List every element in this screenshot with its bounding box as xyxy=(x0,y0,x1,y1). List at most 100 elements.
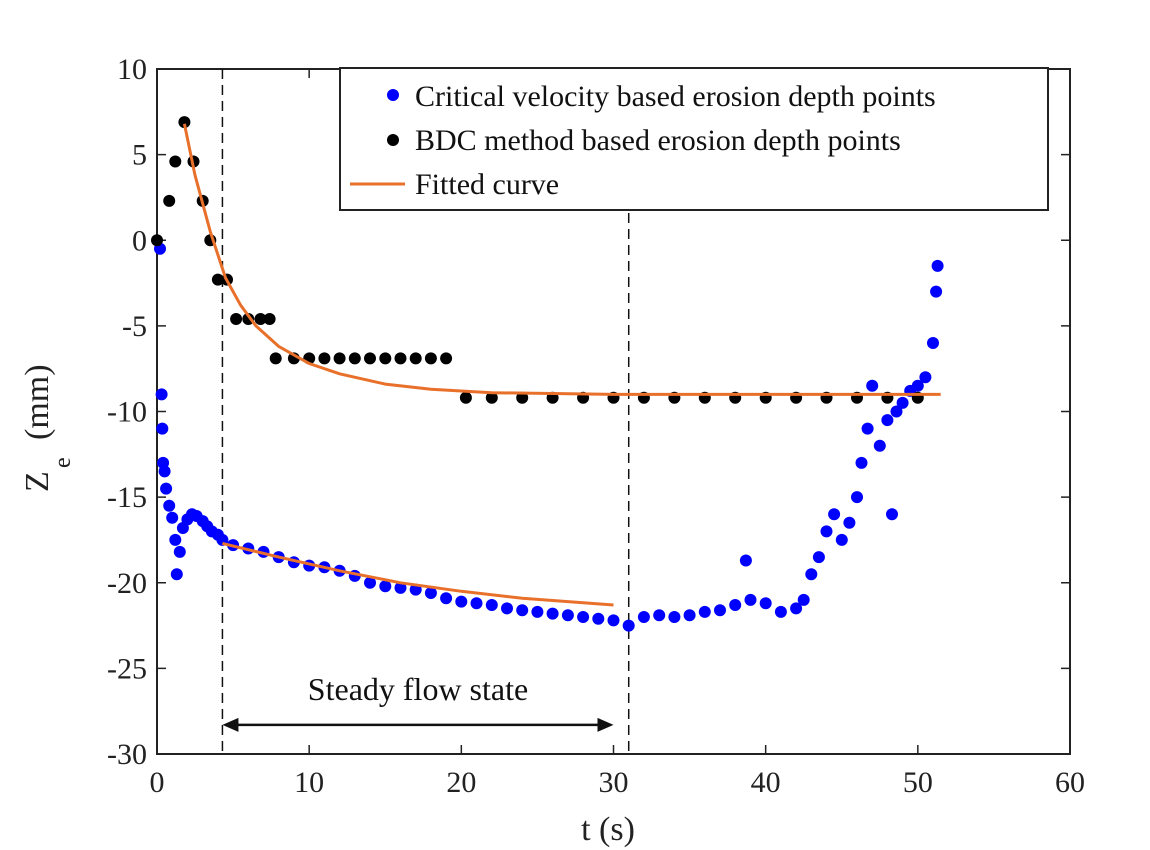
critical-velocity-point xyxy=(653,609,666,622)
x-tick-label: 50 xyxy=(903,766,933,799)
y-tick-label: -20 xyxy=(107,567,147,600)
critical-velocity-point xyxy=(759,597,772,610)
y-tick-label: 5 xyxy=(132,139,147,172)
critical-velocity-point xyxy=(546,607,559,620)
y-tick-label: 10 xyxy=(117,53,147,86)
arrow-head-left xyxy=(222,717,239,732)
arrow-head-right xyxy=(597,717,614,732)
critical-velocity-point xyxy=(919,371,932,384)
y-tick-label: -15 xyxy=(107,481,147,514)
x-axis-label: t (s) xyxy=(581,811,635,848)
critical-velocity-point xyxy=(166,511,179,524)
critical-velocity-point xyxy=(622,619,635,632)
bdc-point xyxy=(318,352,331,365)
critical-velocity-point xyxy=(470,597,483,610)
bdc-point xyxy=(230,313,243,325)
y-axis-label: Z xyxy=(19,471,56,492)
data-series xyxy=(151,116,944,632)
critical-velocity-point xyxy=(394,581,407,594)
critical-velocity-point xyxy=(501,602,513,615)
critical-velocity-point xyxy=(797,593,810,606)
steady-flow-label: Steady flow state xyxy=(308,671,528,707)
x-tick-label: 0 xyxy=(150,766,165,799)
critical-velocity-point xyxy=(485,599,498,611)
critical-velocity-point xyxy=(531,605,544,618)
y-axis-label-group: Z e (mm) xyxy=(19,364,76,492)
critical-velocity-point xyxy=(637,611,650,623)
critical-velocity-point xyxy=(886,508,898,521)
bdc-point xyxy=(333,352,346,365)
critical-velocity-point xyxy=(683,609,696,622)
legend-box xyxy=(339,67,1049,211)
bdc-point xyxy=(254,313,267,325)
y-tick-label: 0 xyxy=(132,224,147,257)
y-axis-label-subscript: e xyxy=(50,457,76,468)
bdc-point xyxy=(178,116,191,129)
critical-velocity-point xyxy=(455,595,468,608)
x-tick-label: 10 xyxy=(294,766,324,799)
critical-velocity-point xyxy=(890,405,903,418)
legend: Critical velocity based erosion depth po… xyxy=(339,67,1049,211)
x-tick-label: 40 xyxy=(751,766,781,799)
bdc-point xyxy=(424,352,437,365)
fitted-curve-line xyxy=(222,541,614,607)
y-tick-label: -30 xyxy=(107,738,147,771)
bdc-point xyxy=(440,352,453,365)
critical-velocity-point xyxy=(516,604,529,617)
bdc-point xyxy=(516,391,529,404)
critical-velocity-point xyxy=(698,605,711,618)
critical-velocity-point xyxy=(866,379,879,392)
bdc-point xyxy=(409,352,422,365)
bdc-point xyxy=(151,234,163,247)
critical-velocity-point xyxy=(156,422,169,435)
critical-velocity-point xyxy=(668,611,681,623)
critical-velocity-point xyxy=(896,396,909,409)
critical-velocity-point xyxy=(170,568,183,581)
critical-velocity-point xyxy=(163,499,176,512)
bdc-point xyxy=(485,391,498,404)
bdc-point xyxy=(459,391,472,404)
critical-velocity-point xyxy=(739,554,752,567)
critical-velocity-point xyxy=(169,533,182,546)
critical-velocity-point xyxy=(828,508,841,521)
critical-velocity-point xyxy=(774,605,787,618)
legend-label-bdc: BDC method based erosion depth points xyxy=(415,124,901,157)
critical-velocity-point xyxy=(158,465,171,478)
critical-velocity-point xyxy=(851,491,863,504)
bdc-point xyxy=(269,352,282,365)
critical-velocity-point xyxy=(835,533,848,546)
bdc-point xyxy=(169,155,182,168)
critical-velocity-point xyxy=(790,602,803,615)
critical-velocity-point xyxy=(843,516,856,529)
bdc-point xyxy=(394,352,407,365)
legend-label-critical: Critical velocity based erosion depth po… xyxy=(415,80,936,113)
x-tick-label: 20 xyxy=(446,766,476,799)
annotations: Steady flow state xyxy=(222,671,614,732)
bdc-point xyxy=(364,352,376,365)
y-tick-label: -10 xyxy=(107,396,147,429)
critical-velocity-point xyxy=(424,587,437,599)
critical-velocity-point xyxy=(744,593,757,606)
critical-velocity-point xyxy=(873,439,886,452)
critical-velocity-point xyxy=(364,576,376,589)
y-tick-label: -5 xyxy=(122,310,147,343)
critical-velocity-point xyxy=(160,482,173,495)
critical-velocity-point xyxy=(927,337,939,349)
critical-velocity-point xyxy=(173,545,186,558)
bdc-point xyxy=(263,313,276,325)
bdc-point xyxy=(163,194,176,207)
critical-velocity-point xyxy=(592,612,605,625)
y-tick-label: -25 xyxy=(107,652,147,685)
bdc-point xyxy=(211,273,224,286)
legend-marker-critical xyxy=(387,89,399,101)
critical-velocity-point xyxy=(820,525,833,538)
legend-label-fitted: Fitted curve xyxy=(415,168,559,201)
critical-velocity-point xyxy=(561,609,574,622)
fitted-curve-line xyxy=(182,123,941,396)
critical-velocity-point xyxy=(577,611,590,623)
critical-velocity-point xyxy=(931,259,944,272)
critical-velocity-point xyxy=(379,580,392,593)
critical-velocity-point xyxy=(607,614,620,627)
